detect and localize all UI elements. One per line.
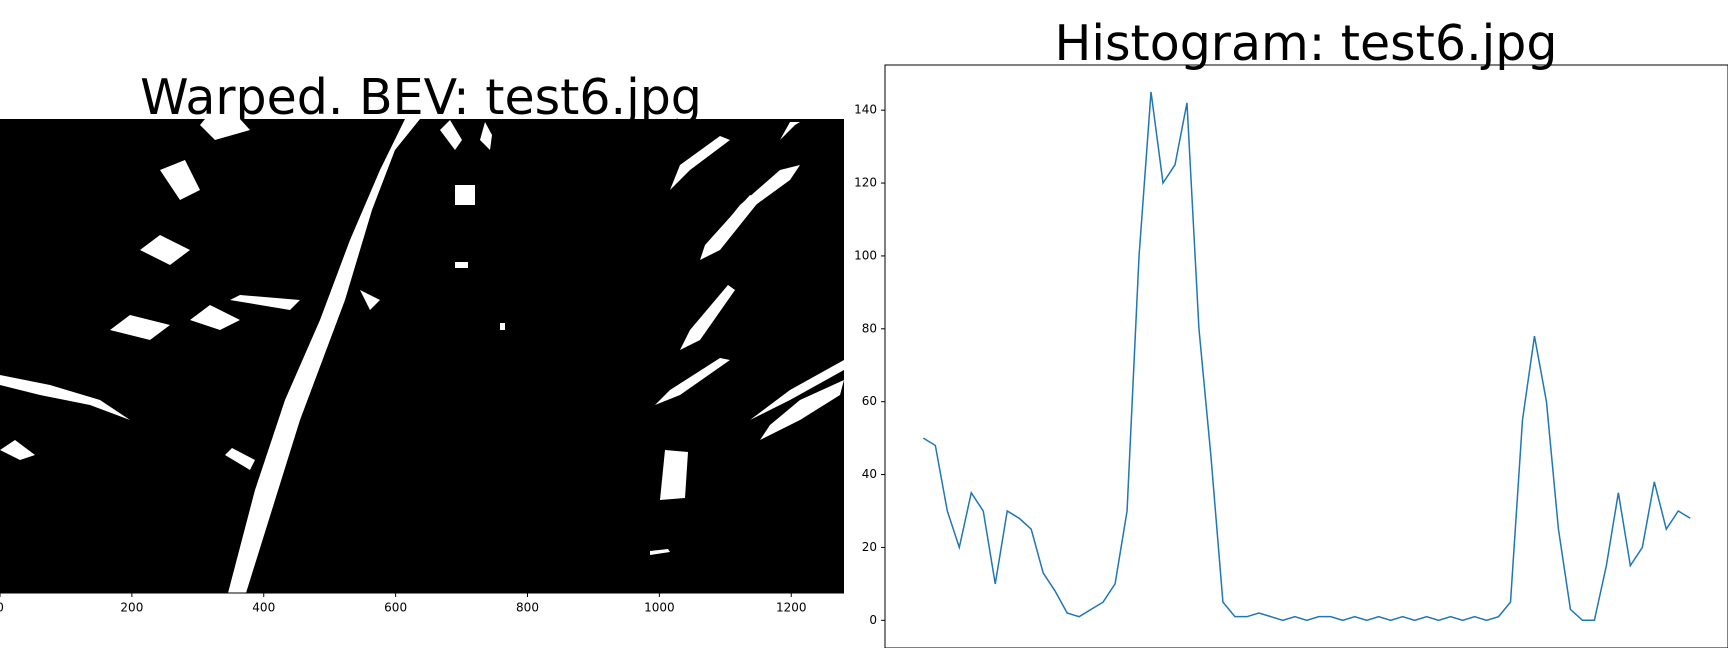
- y-tick-label: 60: [862, 394, 877, 408]
- image-pixels: [0, 119, 844, 593]
- x-tick-label: 1000: [644, 601, 675, 615]
- chart-title: Histogram: test6.jpg: [1055, 15, 1558, 72]
- axes-frame: [884, 64, 1728, 648]
- y-tick-label: 120: [854, 176, 877, 190]
- x-tick-label: 800: [516, 601, 539, 615]
- histogram-line: [922, 91, 1691, 622]
- x-tick-label: 200: [120, 601, 143, 615]
- y-tick-label: 40: [862, 467, 877, 481]
- x-tick-label: 400: [252, 601, 275, 615]
- y-tick-label: 140: [854, 103, 877, 117]
- warped-image: [0, 119, 844, 593]
- x-tick-label: 600: [384, 601, 407, 615]
- y-tick-label: 80: [862, 321, 877, 335]
- chart-title: Warped. BEV: test6.jpg: [140, 69, 702, 126]
- y-tick-label: 0: [869, 613, 877, 627]
- x-tick-label: 1200: [776, 601, 807, 615]
- y-tick-label: 20: [862, 540, 877, 554]
- image-background: [0, 119, 844, 593]
- x-tick-label: 0: [0, 601, 4, 615]
- y-tick-label: 100: [854, 248, 877, 262]
